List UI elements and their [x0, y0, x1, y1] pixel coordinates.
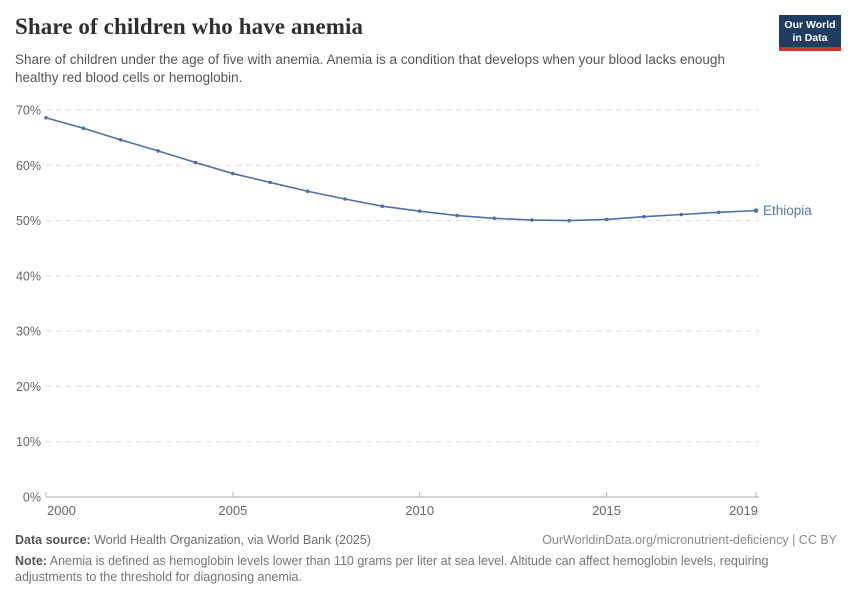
data-point[interactable]: [679, 212, 684, 217]
owid-logo[interactable]: Our World in Data: [779, 15, 841, 52]
data-point[interactable]: [118, 138, 123, 142]
y-axis-tick-label: 70%: [16, 104, 41, 118]
data-point[interactable]: [492, 216, 497, 221]
data-point[interactable]: [231, 171, 235, 176]
y-axis-tick-label: 60%: [16, 159, 41, 173]
logo-line-2: in Data: [792, 31, 828, 44]
data-point[interactable]: [44, 115, 48, 120]
y-axis-tick-label: 0%: [23, 491, 41, 505]
chart-header: Share of children who have anemia Share …: [15, 10, 767, 87]
x-axis-tick-label: 2019: [729, 503, 758, 518]
data-source-label: Data source:: [15, 533, 91, 547]
data-point[interactable]: [268, 180, 273, 185]
x-axis-tick-label: 2015: [592, 503, 621, 518]
note-label: Note:: [15, 554, 47, 568]
x-axis-tick-label: 2000: [47, 503, 76, 518]
page-title: Share of children who have anemia: [15, 14, 364, 39]
chart-note: Note: Anemia is defined as hemoglobin le…: [15, 553, 837, 585]
data-point[interactable]: [642, 214, 646, 219]
note-text: Anemia is defined as hemoglobin levels l…: [15, 554, 769, 584]
source-row: Data source: World Health Organization, …: [15, 532, 837, 548]
x-axis-tick-label: 2010: [405, 503, 434, 518]
y-axis-tick-label: 40%: [16, 269, 41, 283]
data-point[interactable]: [193, 160, 198, 165]
data-point[interactable]: [753, 208, 759, 213]
data-point[interactable]: [604, 217, 609, 222]
chart-subtitle: Share of children under the age of five …: [15, 52, 725, 85]
chart-footer: Data source: World Health Organization, …: [15, 532, 837, 585]
y-axis-tick-label: 50%: [16, 214, 41, 228]
y-axis-tick-label: 30%: [16, 325, 41, 339]
data-point[interactable]: [529, 218, 534, 222]
data-point[interactable]: [380, 204, 385, 208]
y-axis-tick-label: 10%: [16, 435, 41, 449]
y-axis-tick-label: 20%: [16, 380, 41, 394]
data-source: Data source: World Health Organization, …: [15, 532, 371, 548]
data-point[interactable]: [81, 126, 86, 131]
data-point[interactable]: [567, 218, 571, 223]
owid-citation-link[interactable]: OurWorldinData.org/micronutrient-deficie…: [542, 533, 837, 547]
x-axis-tick-label: 2005: [218, 503, 247, 518]
data-point[interactable]: [343, 197, 347, 201]
trend-line-ethiopia[interactable]: [45, 116, 757, 222]
data-source-text: World Health Organization, via World Ban…: [90, 533, 371, 547]
entity-label-ethiopia[interactable]: Ethiopia: [763, 203, 812, 218]
logo-line-1: Our World: [784, 19, 836, 31]
data-point[interactable]: [716, 210, 721, 215]
data-point[interactable]: [417, 209, 422, 213]
data-point[interactable]: [455, 213, 459, 218]
data-point[interactable]: [156, 149, 160, 153]
data-point[interactable]: [305, 189, 310, 194]
